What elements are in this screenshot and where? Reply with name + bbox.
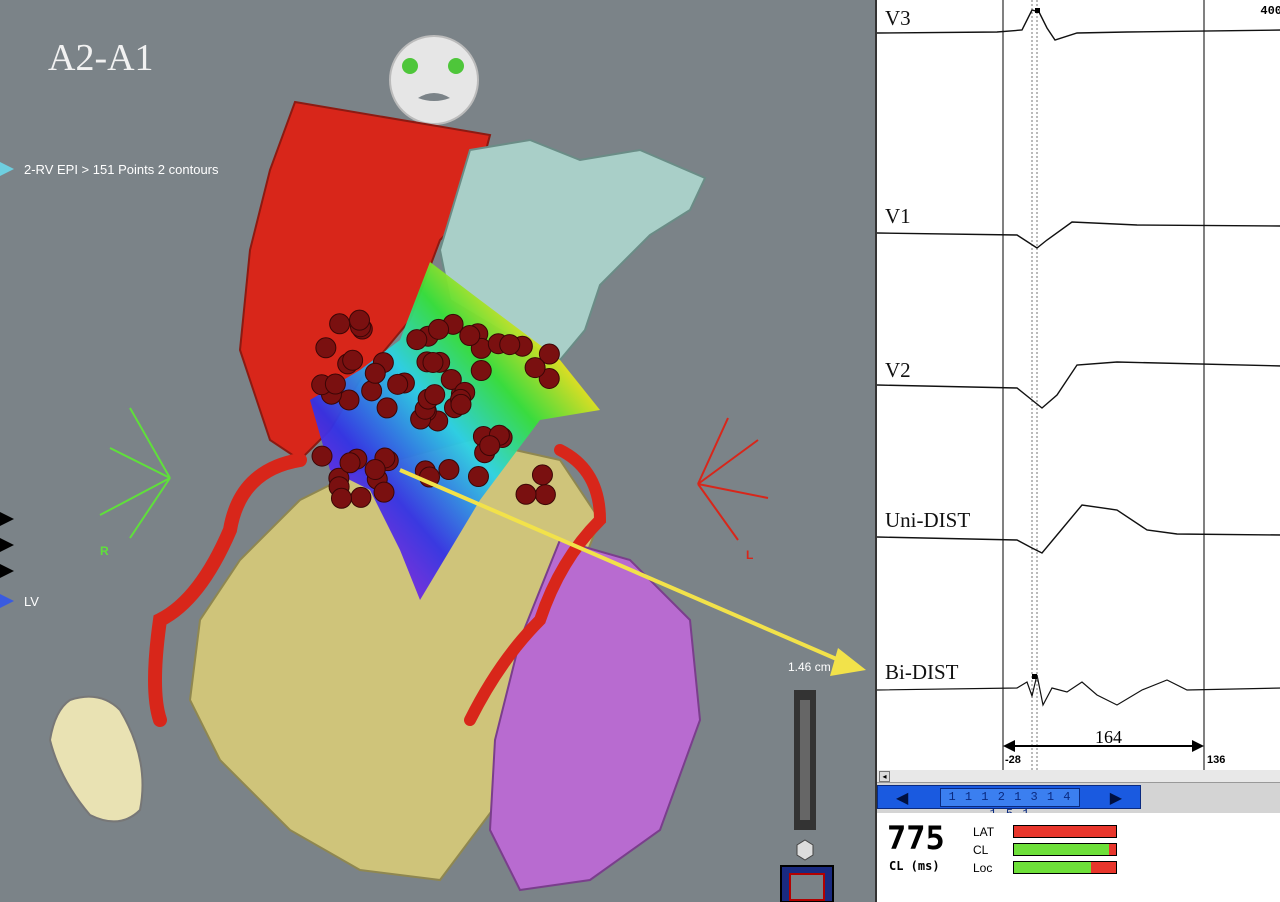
electroanatomic-map-view[interactable]: A2-A1 2-RV EPI > 151 Points 2 contours L… — [0, 0, 875, 902]
layer-indicator-icon — [0, 162, 14, 176]
mapping-point[interactable] — [534, 484, 556, 506]
coronary-vessel-right — [148, 453, 307, 727]
mapping-point[interactable] — [376, 397, 398, 419]
mapping-point[interactable] — [459, 325, 481, 347]
trace-uni-dist — [877, 504, 1280, 554]
mapping-point[interactable] — [349, 309, 370, 331]
trace-v3 — [877, 9, 1280, 41]
scale-slider — [780, 690, 834, 902]
prev-beat-icon[interactable]: ◀ — [896, 790, 909, 807]
layer-arrow-icon-2[interactable] — [0, 538, 14, 552]
lv-purple-shape — [488, 538, 702, 892]
trace-bi-dist — [877, 674, 1280, 707]
horizontal-scrollbar[interactable]: ◂ — [877, 770, 1280, 783]
interval-caliper — [1003, 740, 1204, 752]
mapping-point[interactable] — [387, 373, 409, 395]
mapping-point[interactable] — [524, 357, 546, 379]
orientation-axes-right — [697, 417, 769, 541]
scroll-left-icon[interactable]: ◂ — [879, 771, 890, 782]
beat-navigator[interactable]: ◀ 1 1 1 2 1 3 1 4 1 5 1 ▶ — [877, 785, 1141, 821]
mapping-point[interactable] — [499, 334, 521, 356]
mapping-point[interactable] — [538, 367, 560, 389]
mapping-point[interactable] — [440, 368, 462, 390]
mapping-point[interactable] — [339, 452, 361, 474]
lead-label-v3: V3 — [885, 6, 911, 30]
mapping-point[interactable] — [350, 486, 372, 508]
lat-label: LAT — [973, 825, 995, 839]
lead-label-bi-dist: Bi-DIST — [885, 660, 959, 684]
mapping-point[interactable] — [438, 459, 460, 481]
mapping-point[interactable] — [338, 389, 360, 411]
loc-bar — [1013, 861, 1117, 874]
mapping-point[interactable] — [422, 351, 444, 373]
mapping-point[interactable] — [406, 329, 428, 351]
cycle-length-value: 775 — [887, 819, 945, 857]
control-panel: ◂ ◀ 1 1 1 2 1 3 1 4 1 5 1 ▶ 775 CL (ms) … — [875, 770, 1280, 902]
beat-strip[interactable]: 1 1 1 2 1 3 1 4 1 5 1 — [940, 788, 1080, 821]
marker-left-value: -28 — [1005, 754, 1021, 766]
mapping-point[interactable] — [329, 313, 351, 335]
head-orientation-icon — [389, 35, 479, 125]
ecg-traces — [877, 0, 1280, 770]
mapping-point[interactable] — [450, 393, 472, 415]
annotation-arrow — [399, 468, 866, 676]
lv-layer-label[interactable]: LV — [24, 594, 39, 609]
map-title: A2-A1 — [48, 37, 154, 79]
mapping-point[interactable] — [428, 318, 450, 340]
trace-v2 — [877, 361, 1280, 409]
ecg-trace-panel[interactable]: 400 V3 V1 V2 Uni-DIST Bi-DIST 164 -28 13… — [875, 0, 1280, 770]
marker-right-value: 136 — [1207, 754, 1226, 766]
mapping-point[interactable] — [361, 380, 383, 402]
mapping-point[interactable] — [531, 464, 553, 486]
mapping-point[interactable] — [373, 481, 395, 503]
orientation-l-label: L — [746, 548, 754, 562]
mapping-point[interactable] — [330, 487, 352, 509]
mini-heart-orientation-icon — [48, 695, 144, 823]
orientation-axes-left — [99, 407, 171, 539]
layer-arrow-icon-1[interactable] — [0, 512, 14, 526]
loc-label: Loc — [973, 861, 993, 875]
lead-label-v1: V1 — [885, 204, 911, 228]
mapping-point[interactable] — [364, 458, 386, 480]
interval-value: 164 — [1095, 727, 1122, 747]
lv-layer-icon — [0, 594, 14, 608]
lat-bar — [1013, 825, 1117, 838]
heart-3d-rendering[interactable] — [0, 0, 875, 902]
cl-label: CL — [973, 843, 989, 857]
mapping-point[interactable] — [324, 373, 346, 395]
cl-bar — [1013, 843, 1117, 856]
lead-label-v2: V2 — [885, 358, 911, 382]
mapping-point[interactable] — [479, 435, 501, 457]
scale-label: 1.46 cm — [788, 660, 831, 674]
mapping-point[interactable] — [515, 483, 537, 505]
mapping-point[interactable] — [470, 360, 492, 382]
layer-label[interactable]: 2-RV EPI > 151 Points 2 contours — [24, 162, 219, 177]
mapping-points — [311, 309, 560, 509]
lead-label-uni-dist: Uni-DIST — [885, 508, 971, 532]
mapping-point[interactable] — [364, 362, 386, 384]
layer-arrow-icon-3[interactable] — [0, 564, 14, 578]
mapping-point[interactable] — [538, 343, 560, 365]
coronary-vessel-left — [464, 444, 607, 726]
next-beat-icon[interactable]: ▶ — [1109, 790, 1122, 807]
ecg-scale-value: 400 — [1260, 4, 1280, 18]
cycle-length-units: CL (ms) — [889, 859, 940, 873]
trace-v1 — [877, 221, 1280, 249]
mapping-point[interactable] — [315, 337, 337, 359]
orientation-r-label: R — [100, 544, 109, 558]
mapping-point[interactable] — [467, 466, 489, 488]
mapping-point[interactable] — [424, 384, 446, 406]
mapping-point[interactable] — [311, 445, 333, 467]
stability-panel: 775 CL (ms) LAT CL Loc — [877, 813, 1280, 902]
mapping-point[interactable] — [342, 349, 364, 371]
